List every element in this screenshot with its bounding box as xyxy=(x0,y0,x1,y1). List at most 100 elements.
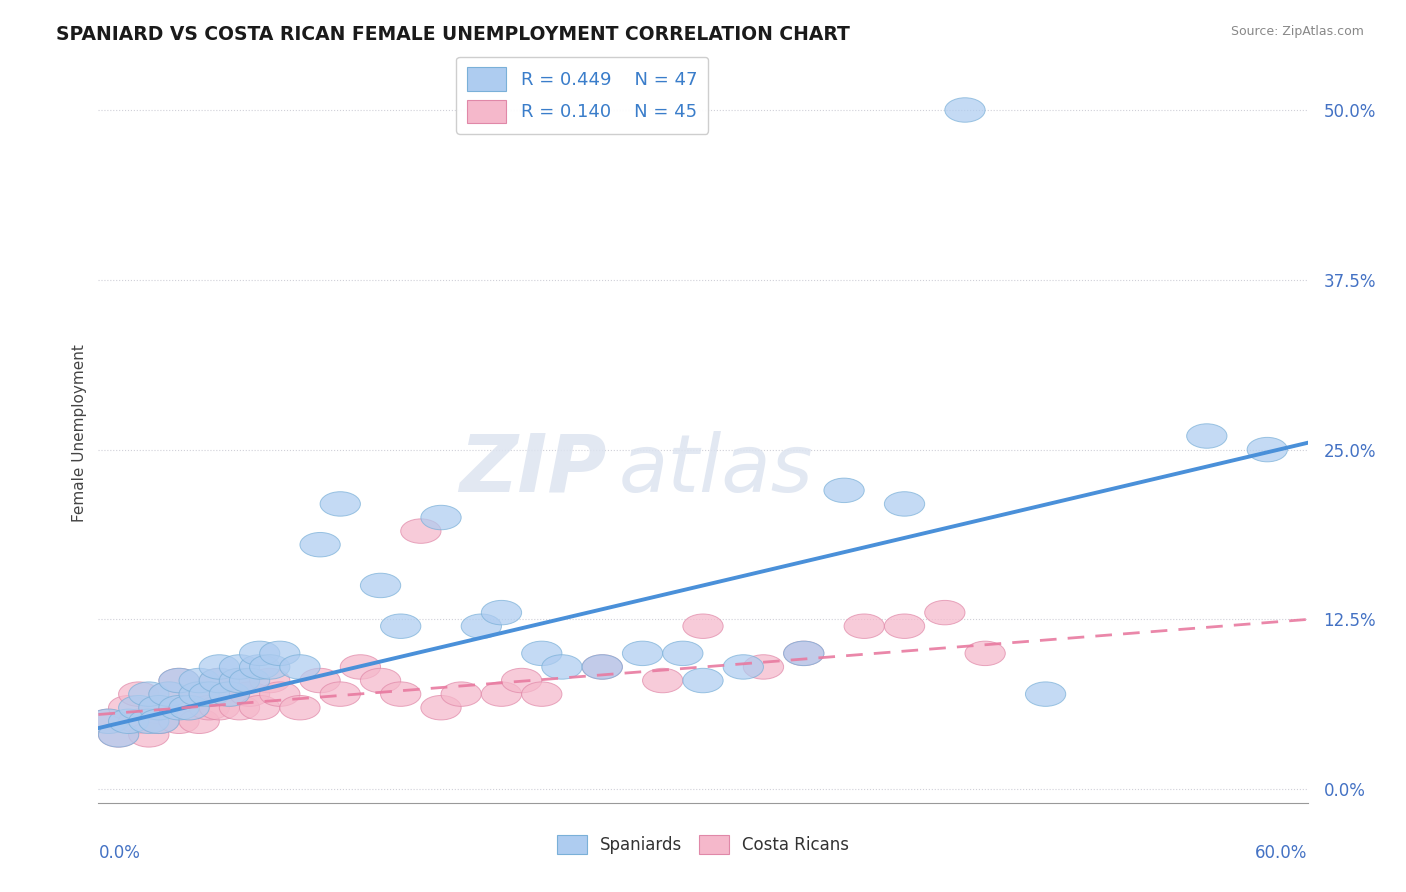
Ellipse shape xyxy=(280,655,321,679)
Ellipse shape xyxy=(200,668,239,693)
Ellipse shape xyxy=(179,709,219,733)
Ellipse shape xyxy=(139,709,179,733)
Ellipse shape xyxy=(219,668,260,693)
Ellipse shape xyxy=(280,696,321,720)
Ellipse shape xyxy=(541,655,582,679)
Ellipse shape xyxy=(129,723,169,747)
Ellipse shape xyxy=(250,668,290,693)
Ellipse shape xyxy=(200,668,239,693)
Ellipse shape xyxy=(219,668,260,693)
Ellipse shape xyxy=(239,696,280,720)
Ellipse shape xyxy=(1025,681,1066,706)
Text: ZIP: ZIP xyxy=(458,431,606,508)
Ellipse shape xyxy=(108,696,149,720)
Ellipse shape xyxy=(381,614,420,639)
Ellipse shape xyxy=(522,641,562,665)
Ellipse shape xyxy=(744,655,783,679)
Ellipse shape xyxy=(209,681,250,706)
Ellipse shape xyxy=(925,600,965,624)
Ellipse shape xyxy=(159,696,200,720)
Ellipse shape xyxy=(209,681,250,706)
Ellipse shape xyxy=(139,709,179,733)
Ellipse shape xyxy=(190,681,229,706)
Ellipse shape xyxy=(250,655,290,679)
Ellipse shape xyxy=(108,709,149,733)
Ellipse shape xyxy=(683,668,723,693)
Ellipse shape xyxy=(582,655,623,679)
Ellipse shape xyxy=(360,574,401,598)
Ellipse shape xyxy=(139,696,179,720)
Ellipse shape xyxy=(200,655,239,679)
Ellipse shape xyxy=(1187,424,1227,449)
Ellipse shape xyxy=(200,696,239,720)
Ellipse shape xyxy=(118,696,159,720)
Ellipse shape xyxy=(884,491,925,516)
Ellipse shape xyxy=(159,709,200,733)
Ellipse shape xyxy=(98,723,139,747)
Ellipse shape xyxy=(159,668,200,693)
Ellipse shape xyxy=(260,641,299,665)
Ellipse shape xyxy=(98,723,139,747)
Ellipse shape xyxy=(118,681,159,706)
Ellipse shape xyxy=(502,668,541,693)
Text: Source: ZipAtlas.com: Source: ZipAtlas.com xyxy=(1230,25,1364,38)
Ellipse shape xyxy=(229,681,270,706)
Ellipse shape xyxy=(219,696,260,720)
Text: 0.0%: 0.0% xyxy=(98,844,141,862)
Ellipse shape xyxy=(239,655,280,679)
Ellipse shape xyxy=(129,681,169,706)
Ellipse shape xyxy=(260,681,299,706)
Ellipse shape xyxy=(139,696,179,720)
Ellipse shape xyxy=(360,668,401,693)
Ellipse shape xyxy=(229,668,270,693)
Ellipse shape xyxy=(945,98,986,122)
Ellipse shape xyxy=(340,655,381,679)
Ellipse shape xyxy=(321,491,360,516)
Ellipse shape xyxy=(219,655,260,679)
Ellipse shape xyxy=(522,681,562,706)
Ellipse shape xyxy=(321,681,360,706)
Ellipse shape xyxy=(89,709,129,733)
Ellipse shape xyxy=(643,668,683,693)
Ellipse shape xyxy=(169,696,209,720)
Ellipse shape xyxy=(623,641,662,665)
Ellipse shape xyxy=(481,681,522,706)
Ellipse shape xyxy=(159,668,200,693)
Ellipse shape xyxy=(149,681,190,706)
Ellipse shape xyxy=(179,668,219,693)
Ellipse shape xyxy=(844,614,884,639)
Ellipse shape xyxy=(683,614,723,639)
Legend: Spaniards, Costa Ricans: Spaniards, Costa Ricans xyxy=(550,829,856,861)
Ellipse shape xyxy=(783,641,824,665)
Y-axis label: Female Unemployment: Female Unemployment xyxy=(72,343,87,522)
Ellipse shape xyxy=(582,655,623,679)
Ellipse shape xyxy=(299,533,340,557)
Ellipse shape xyxy=(441,681,481,706)
Ellipse shape xyxy=(179,681,219,706)
Ellipse shape xyxy=(169,696,209,720)
Text: 60.0%: 60.0% xyxy=(1256,844,1308,862)
Ellipse shape xyxy=(89,709,129,733)
Ellipse shape xyxy=(965,641,1005,665)
Ellipse shape xyxy=(884,614,925,639)
Ellipse shape xyxy=(420,505,461,530)
Ellipse shape xyxy=(239,641,280,665)
Ellipse shape xyxy=(401,519,441,543)
Ellipse shape xyxy=(179,681,219,706)
Ellipse shape xyxy=(118,709,159,733)
Ellipse shape xyxy=(461,614,502,639)
Ellipse shape xyxy=(481,600,522,624)
Ellipse shape xyxy=(783,641,824,665)
Ellipse shape xyxy=(723,655,763,679)
Ellipse shape xyxy=(149,681,190,706)
Ellipse shape xyxy=(1247,437,1288,462)
Ellipse shape xyxy=(381,681,420,706)
Ellipse shape xyxy=(420,696,461,720)
Ellipse shape xyxy=(129,709,169,733)
Text: SPANIARD VS COSTA RICAN FEMALE UNEMPLOYMENT CORRELATION CHART: SPANIARD VS COSTA RICAN FEMALE UNEMPLOYM… xyxy=(56,25,851,44)
Ellipse shape xyxy=(824,478,865,502)
Ellipse shape xyxy=(190,696,229,720)
Ellipse shape xyxy=(299,668,340,693)
Text: atlas: atlas xyxy=(619,431,813,508)
Ellipse shape xyxy=(662,641,703,665)
